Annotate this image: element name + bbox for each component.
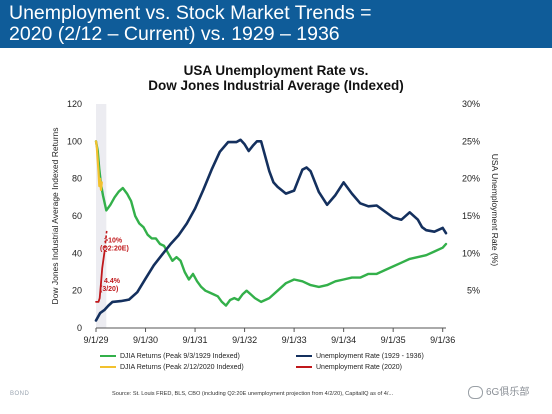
y-left-tick-label: 120: [67, 99, 82, 109]
series-djia-2020: [94, 140, 103, 191]
annotation-value: 4.4%: [104, 278, 121, 285]
x-tick-label: 9/1/29: [83, 335, 108, 345]
wechat-icon: [468, 385, 483, 399]
y-left-tick-label: 100: [67, 136, 82, 146]
x-tick-label: 9/1/31: [183, 335, 208, 345]
chart-title-line-1: USA Unemployment Rate vs.: [183, 63, 369, 78]
y-right-tick-label: 30%: [462, 99, 480, 109]
header-bar: Unemployment vs. Stock Market Trends = 2…: [0, 0, 552, 48]
series-unemployment-1929: [94, 138, 448, 322]
series-unemployment-2020: [95, 252, 106, 303]
x-tick-label: 9/1/30: [133, 335, 158, 345]
legend-label: Unemployment Rate (1929 - 1936): [316, 353, 424, 360]
legend-label: DJIA Returns (Peak 9/3/1929 Indexed): [120, 353, 240, 360]
slide-title-line-2: 2020 (2/12 – Current) vs. 1929 – 1936: [9, 23, 340, 45]
legend-item: Unemployment Rate (1929 - 1936): [296, 353, 424, 360]
chart-title-line-2: Dow Jones Industrial Average (Indexed): [148, 78, 404, 93]
series-djia-1929: [94, 140, 448, 307]
source-note: Source: St. Louis FRED, BLS, CBO (includ…: [112, 391, 394, 397]
x-tick-label: 9/1/36: [430, 335, 455, 345]
y-left-tick-label: 80: [72, 174, 82, 184]
y-left-tick-label: 60: [72, 211, 82, 221]
legend-item: DJIA Returns (Peak 2/12/2020 Indexed): [100, 364, 244, 371]
annotation-note: (3/20): [100, 286, 118, 293]
y-right-tick-label: 20%: [462, 174, 480, 184]
legend-item: DJIA Returns (Peak 9/3/1929 Indexed): [100, 353, 240, 360]
slide-title: Unemployment vs. Stock Market Trends = 2…: [9, 3, 372, 45]
watermark: 6G俱乐部: [468, 383, 529, 399]
x-tick-label: 9/1/33: [282, 335, 307, 345]
y-right-axis-label: USA Unemployment Rate (%): [490, 154, 500, 267]
y-right-tick-label: 5%: [467, 286, 480, 296]
series-unemployment-2020-projection: [103, 230, 108, 254]
legend-swatch: [100, 355, 116, 358]
y-right-tick-label: 25%: [462, 136, 480, 146]
legend-swatch: [296, 366, 312, 369]
y-left-tick-label: 20: [72, 286, 82, 296]
y-right-tick-label: 15%: [462, 211, 480, 221]
chart-title: USA Unemployment Rate vs. Dow Jones Indu…: [0, 63, 552, 93]
legend-swatch: [296, 355, 312, 358]
highlight-band: [96, 104, 107, 328]
watermark-text: 6G俱乐部: [486, 387, 530, 398]
y-right-tick-label: 10%: [462, 248, 480, 258]
y-left-tick-label: 40: [72, 248, 82, 258]
y-left-axis-label: Dow Jones Industrial Average Indexed Ret…: [50, 127, 60, 304]
legend-label: Unemployment Rate (2020): [316, 364, 402, 371]
x-tick-label: 9/1/35: [381, 335, 406, 345]
legend-label: DJIA Returns (Peak 2/12/2020 Indexed): [120, 364, 244, 371]
legend-swatch: [100, 366, 116, 369]
y-left-tick-label: 0: [77, 323, 82, 333]
legend-item: Unemployment Rate (2020): [296, 364, 402, 371]
x-tick-label: 9/1/32: [232, 335, 257, 345]
slide-title-line-1: Unemployment vs. Stock Market Trends =: [9, 2, 372, 24]
x-tick-label: 9/1/34: [331, 335, 356, 345]
brand-logo: BOND: [10, 391, 30, 397]
annotation-note: (Q2:20E): [100, 246, 129, 253]
annotation-value: >10%: [104, 238, 123, 245]
